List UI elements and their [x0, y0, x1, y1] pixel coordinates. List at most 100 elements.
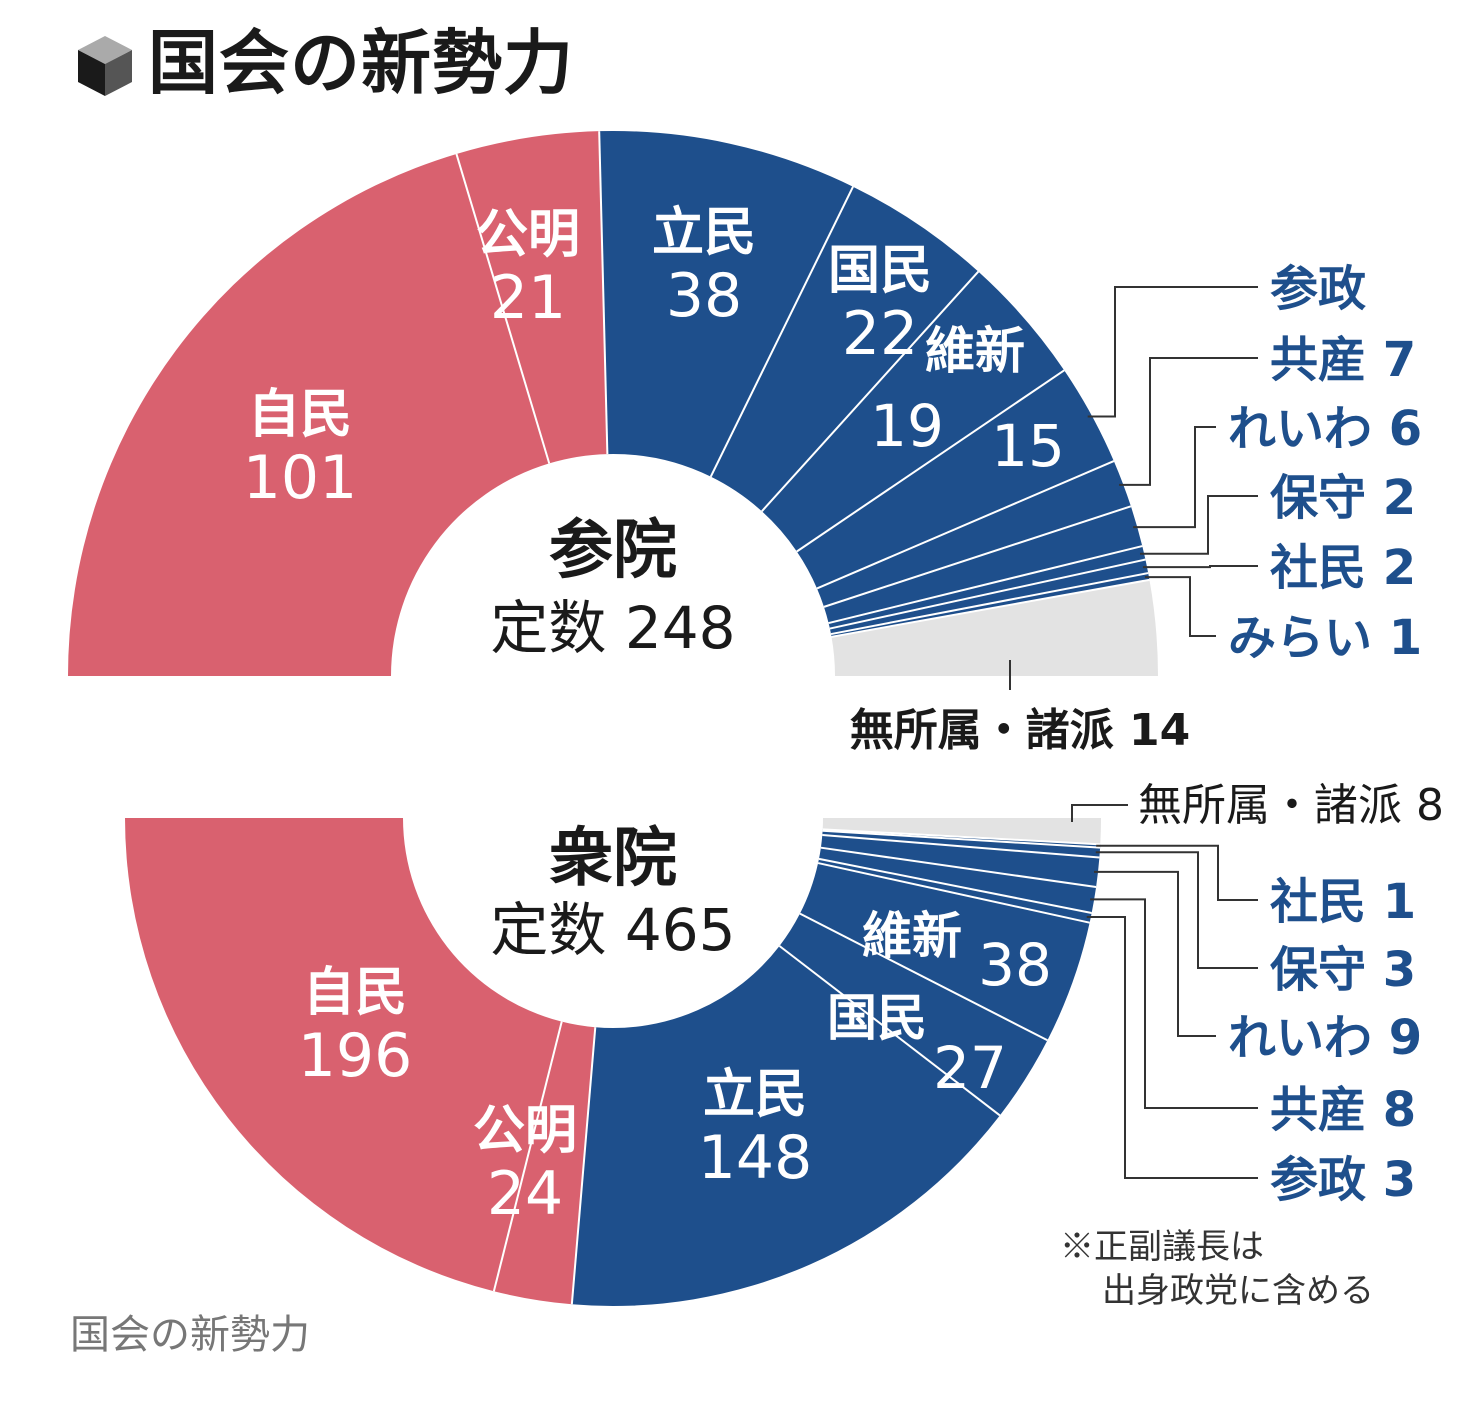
- label-mirai: みらい 1: [1228, 610, 1422, 666]
- label-sdp-leader: [1142, 565, 1258, 569]
- label-conservative: 保守 3: [1270, 942, 1416, 998]
- segment-dpfp: [710, 186, 979, 512]
- label-jcp: 共産 8: [1270, 1082, 1416, 1138]
- label-jcp: 共産 7: [1270, 332, 1416, 388]
- segment-separator: [828, 545, 1143, 625]
- label-ishin-value: 38: [978, 931, 1052, 999]
- segment-separator: [778, 945, 1001, 1117]
- label-komeito-value: 21: [490, 263, 566, 333]
- label-dpfp-value: 27: [933, 1034, 1007, 1102]
- segment-komeito: [456, 131, 608, 464]
- label-sdp-leader: [1096, 844, 1258, 901]
- label-reiwa: れいわ 9: [1228, 1010, 1422, 1066]
- segment-sanseito: [818, 858, 1092, 923]
- label-independents: 無所属・諸派 14: [850, 705, 1191, 756]
- label-sanseito: 参政 3: [1270, 1152, 1416, 1208]
- label-dpfp-name: 国民: [827, 989, 927, 1047]
- label-conservative: 保守 2: [1270, 470, 1416, 526]
- label-komeito-name: 公明: [473, 1101, 577, 1161]
- image-caption: 国会の新勢力: [70, 1312, 310, 1358]
- segment-cdp: [571, 945, 1000, 1306]
- footnote: ※正副議長は 出身政党に含める: [1060, 1225, 1374, 1313]
- chamber-name: 参院: [549, 514, 677, 588]
- label-jcp-leader: [1090, 898, 1258, 1109]
- segment-reiwa: [823, 506, 1143, 624]
- segment-separator: [796, 369, 1065, 553]
- label-cdp-name: 立民: [703, 1065, 807, 1125]
- label-reiwa: れいわ 6: [1228, 401, 1422, 457]
- label-cdp-value: 38: [666, 261, 742, 331]
- segment-komeito: [493, 1021, 596, 1305]
- label-dpfp-value: 22: [842, 299, 918, 369]
- label-ishin-value: 19: [870, 392, 944, 460]
- segment-conservative: [822, 830, 1101, 858]
- label-ldp-name: 自民: [248, 385, 352, 445]
- segment-separator: [829, 558, 1146, 630]
- label-komeito-name: 公明: [476, 205, 580, 265]
- chamber-name: 衆院: [549, 822, 677, 896]
- segment-separator: [830, 572, 1149, 636]
- cube-icon: [78, 36, 132, 96]
- chamber-total: 定数 465: [490, 896, 735, 964]
- segment-separator: [709, 186, 854, 478]
- segment-cdp: [599, 131, 854, 477]
- label-independents: 無所属・諸派 8: [1138, 780, 1444, 831]
- segment-sanseito: [796, 370, 1114, 589]
- segment-jcp: [817, 461, 1131, 607]
- segment-separator: [492, 1021, 563, 1292]
- segment-independents: [822, 818, 1101, 845]
- label-mirai-leader: [1144, 576, 1216, 637]
- label-sanseito-leader: [1087, 286, 1258, 418]
- segment-ishin: [761, 271, 1065, 552]
- segment-separator: [455, 153, 551, 464]
- segment-ldp: [68, 153, 550, 676]
- segment-sdp: [829, 559, 1149, 635]
- figure-title: 国会の新勢力: [148, 22, 574, 104]
- label-jcp-leader: [1119, 357, 1258, 486]
- segment-separator: [816, 460, 1115, 590]
- segment-reiwa: [820, 835, 1100, 888]
- segment-separator: [570, 1027, 597, 1305]
- segment-independents: [831, 579, 1158, 676]
- label-conservative-leader: [1139, 495, 1258, 555]
- label-cdp-name: 立民: [652, 203, 756, 263]
- label-conservative-leader: [1095, 851, 1258, 969]
- segment-separator: [822, 828, 1101, 846]
- segment-separator: [818, 857, 1092, 914]
- label-independents-leader: [1071, 804, 1128, 822]
- label-ldp-name: 自民: [303, 963, 407, 1023]
- segment-jcp: [818, 847, 1097, 914]
- footnote-line-1: ※正副議長は: [1060, 1227, 1264, 1267]
- label-sanseito: 参政: [1270, 261, 1366, 317]
- segment-separator: [820, 846, 1097, 888]
- label-sanseito-value: 15: [991, 412, 1065, 480]
- label-ishin-name: 維新: [925, 322, 1025, 380]
- segment-separator: [761, 270, 980, 512]
- segment-separator: [831, 578, 1150, 638]
- segment-dpfp: [779, 913, 1048, 1116]
- label-reiwa-leader: [1093, 870, 1216, 1037]
- footnote-line-2: 出身政党に含める: [1102, 1271, 1374, 1312]
- segment-separator: [799, 912, 1048, 1042]
- segment-separator: [822, 829, 1101, 849]
- segment-separator: [822, 834, 1100, 859]
- segment-separator: [598, 131, 609, 455]
- segment-conservative: [828, 546, 1146, 629]
- label-reiwa-leader: [1133, 426, 1216, 529]
- segment-separator: [823, 505, 1132, 608]
- label-sdp: 社民 2: [1270, 540, 1416, 596]
- label-cdp-value: 148: [698, 1123, 813, 1193]
- label-sdp: 社民 1: [1270, 874, 1416, 930]
- label-ishin-name: 維新: [862, 907, 962, 965]
- label-sanseito-leader: [1086, 916, 1258, 1179]
- label-ldp-value: 101: [243, 443, 358, 513]
- chamber-total: 定数 248: [490, 594, 735, 662]
- label-dpfp-name: 国民: [828, 241, 932, 301]
- segment-separator: [817, 862, 1090, 924]
- label-ldp-value: 196: [298, 1021, 413, 1091]
- segment-ldp: [125, 818, 562, 1292]
